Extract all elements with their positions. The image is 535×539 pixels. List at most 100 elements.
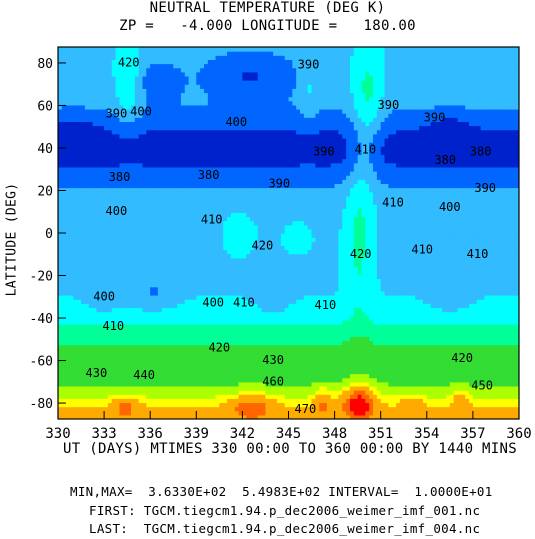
heatmap-cell (161, 303, 167, 308)
heatmap-cell (134, 88, 140, 94)
heatmap-cell (169, 385, 174, 391)
heatmap-cell (96, 204, 101, 209)
heatmap-cell (269, 385, 274, 391)
heatmap-cell (203, 179, 209, 184)
heatmap-cell (238, 369, 243, 375)
heatmap-cell (123, 67, 128, 73)
heatmap-cell (119, 385, 124, 391)
heatmap-cell (65, 171, 71, 176)
heatmap-cell (161, 245, 167, 251)
heatmap-cell (177, 179, 182, 184)
heatmap-cell (84, 336, 90, 342)
heatmap-cell (138, 84, 144, 89)
heatmap-cell (130, 220, 136, 226)
heatmap-cell (223, 63, 228, 69)
heatmap-cell (234, 150, 240, 156)
heatmap-cell (104, 390, 109, 395)
heatmap-cell (111, 179, 117, 184)
heatmap-cell (227, 257, 232, 263)
heatmap-cell (134, 195, 140, 201)
heatmap-cell (107, 278, 113, 284)
heatmap-cell (269, 270, 274, 275)
heatmap-cell (61, 166, 67, 172)
heatmap-cell (223, 113, 228, 118)
heatmap-cell (150, 80, 155, 85)
heatmap-cell (227, 88, 232, 94)
heatmap-cell (165, 104, 171, 110)
heatmap-cell (111, 154, 117, 160)
heatmap-cell (142, 253, 147, 259)
heatmap-cell (215, 204, 220, 209)
heatmap-cell (81, 125, 86, 131)
heatmap-cell (138, 67, 144, 73)
heatmap-cell (230, 51, 236, 56)
heatmap-cell (77, 216, 82, 222)
heatmap-cell (96, 117, 101, 122)
heatmap-cell (130, 129, 136, 135)
heatmap-cell (123, 233, 128, 238)
heatmap-cell (154, 158, 159, 164)
heatmap-cell (150, 340, 155, 346)
heatmap-cell (96, 414, 101, 419)
heatmap-cell (130, 352, 136, 358)
heatmap-cell (146, 166, 151, 172)
heatmap-cell (261, 249, 267, 255)
heatmap-cell (242, 241, 247, 246)
heatmap-cell (111, 381, 117, 387)
heatmap-cell (134, 92, 140, 98)
heatmap-cell (73, 212, 78, 218)
heatmap-cell (211, 357, 217, 362)
heatmap-cell (192, 278, 197, 284)
heatmap-cell (257, 336, 263, 342)
heatmap-cell (138, 224, 144, 230)
heatmap-cell (219, 282, 224, 288)
heatmap-cell (238, 299, 243, 304)
heatmap-cell (96, 212, 101, 218)
heatmap-cell (81, 63, 86, 69)
heatmap-cell (207, 204, 213, 209)
heatmap-cell (180, 410, 186, 416)
heatmap-cell (165, 55, 171, 60)
heatmap-cell (69, 286, 74, 292)
heatmap-cell (238, 142, 243, 147)
heatmap-cell (77, 117, 82, 122)
heatmap-cell (253, 245, 259, 251)
heatmap-cell (88, 187, 94, 193)
heatmap-cell (65, 158, 71, 164)
heatmap-cell (215, 295, 220, 300)
heatmap-cell (161, 299, 167, 304)
heatmap-cell (265, 369, 270, 375)
heatmap-cell (261, 344, 267, 350)
heatmap-cell (138, 394, 144, 399)
heatmap-cell (154, 282, 159, 288)
heatmap-cell (196, 117, 201, 122)
heatmap-cell (134, 253, 140, 259)
heatmap-cell (146, 274, 151, 280)
heatmap-cell (261, 63, 267, 69)
heatmap-cell (261, 253, 267, 259)
heatmap-cell (250, 224, 255, 230)
heatmap-cell (96, 282, 101, 288)
heatmap-cell (150, 385, 155, 391)
heatmap-cell (146, 142, 151, 147)
heatmap-cell (61, 216, 67, 222)
heatmap-cell (230, 204, 236, 209)
heatmap-cell (234, 158, 240, 164)
heatmap-cell (100, 245, 105, 251)
heatmap-cell (180, 59, 186, 65)
heatmap-cell (138, 233, 144, 238)
heatmap-cell (119, 328, 124, 333)
heatmap-cell (219, 55, 224, 60)
heatmap-cell (77, 204, 82, 209)
heatmap-cell (242, 365, 247, 370)
heatmap-cell (157, 414, 163, 419)
heatmap-cell (238, 361, 243, 366)
heatmap-cell (188, 100, 194, 106)
heatmap-cell (73, 266, 78, 271)
heatmap-cell (88, 257, 94, 263)
heatmap-cell (111, 137, 117, 143)
heatmap-cell (134, 175, 140, 180)
heatmap-cell (104, 241, 109, 246)
heatmap-cell (211, 286, 217, 292)
heatmap-cell (265, 129, 270, 135)
